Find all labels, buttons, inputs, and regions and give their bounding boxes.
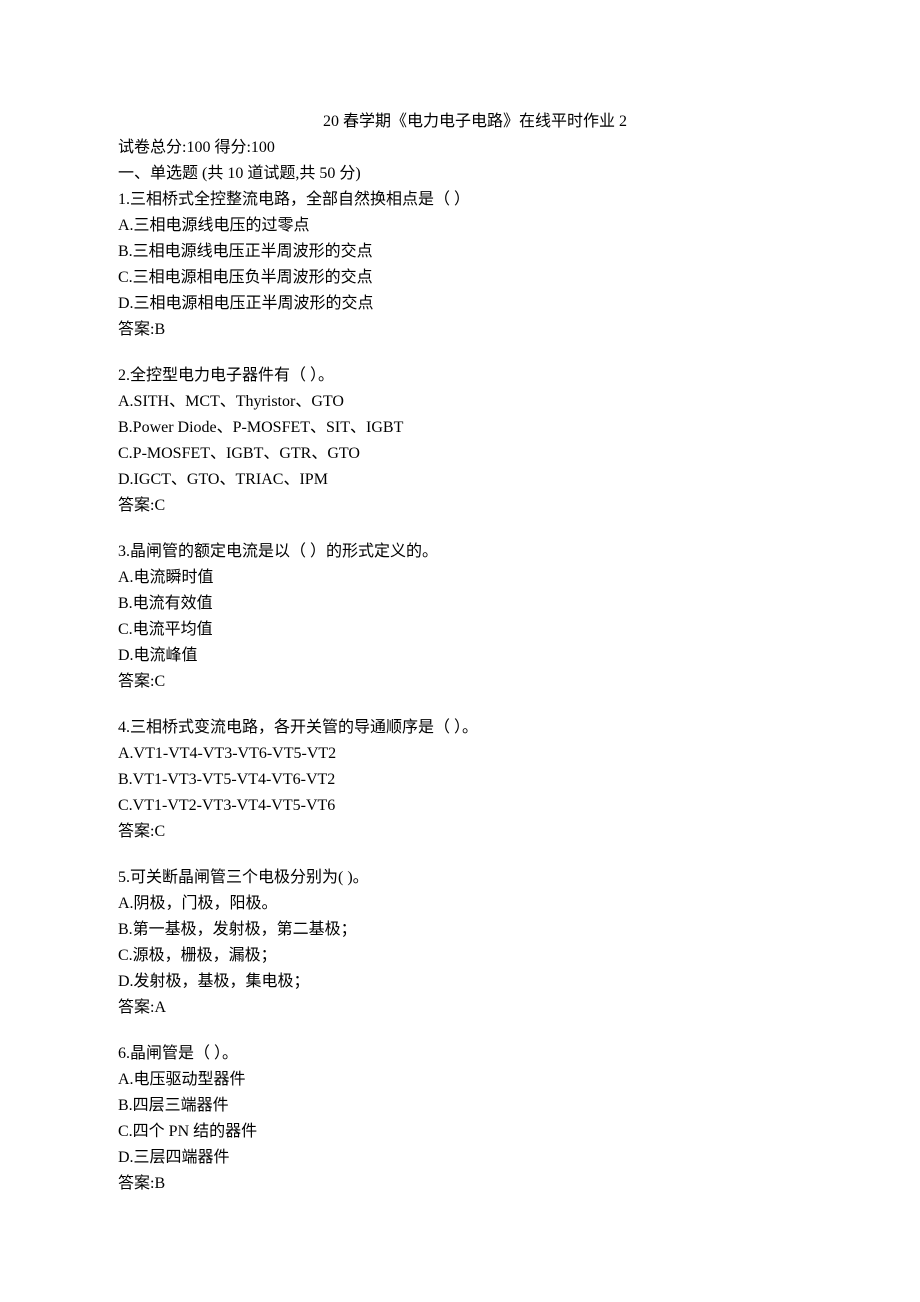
question-block: 6.晶闸管是（ ）。A.电压驱动型器件B.四层三端器件C.四个 PN 结的器件D… [118, 1042, 802, 1196]
question-option: B.四层三端器件 [118, 1094, 802, 1118]
question-block: 4.三相桥式变流电路，各开关管的导通顺序是（ ）。A.VT1-VT4-VT3-V… [118, 716, 802, 844]
question-answer: 答案:B [118, 1172, 802, 1196]
question-option: C.电流平均值 [118, 618, 802, 642]
question-answer: 答案:C [118, 670, 802, 694]
question-option: A.三相电源线电压的过零点 [118, 214, 802, 238]
document-title: 20 春学期《电力电子电路》在线平时作业 2 [148, 110, 802, 134]
question-text: 6.晶闸管是（ ）。 [118, 1042, 802, 1066]
question-option: D.IGCT、GTO、TRIAC、IPM [118, 468, 802, 492]
question-text: 4.三相桥式变流电路，各开关管的导通顺序是（ ）。 [118, 716, 802, 740]
question-block: 2.全控型电力电子器件有（ ）。A.SITH、MCT、Thyristor、GTO… [118, 364, 802, 518]
question-option: A.SITH、MCT、Thyristor、GTO [118, 390, 802, 414]
question-text: 3.晶闸管的额定电流是以（ ）的形式定义的。 [118, 540, 802, 564]
question-option: B.Power Diode、P-MOSFET、SIT、IGBT [118, 416, 802, 440]
question-option: D.三层四端器件 [118, 1146, 802, 1170]
question-option: B.第一基极，发射极，第二基极； [118, 918, 802, 942]
question-answer: 答案:C [118, 820, 802, 844]
question-answer: 答案:C [118, 494, 802, 518]
question-text: 5.可关断晶闸管三个电极分别为( )。 [118, 866, 802, 890]
question-text: 2.全控型电力电子器件有（ ）。 [118, 364, 802, 388]
question-option: C.VT1-VT2-VT3-VT4-VT5-VT6 [118, 794, 802, 818]
section-header: 一、单选题 (共 10 道试题,共 50 分) [118, 162, 802, 186]
question-option: B.三相电源线电压正半周波形的交点 [118, 240, 802, 264]
questions-container: 1.三相桥式全控整流电路，全部自然换相点是（ ）A.三相电源线电压的过零点B.三… [118, 188, 802, 1196]
question-option: D.三相电源相电压正半周波形的交点 [118, 292, 802, 316]
score-line: 试卷总分:100 得分:100 [118, 136, 802, 160]
question-block: 5.可关断晶闸管三个电极分别为( )。A.阴极，门极，阳极。B.第一基极，发射极… [118, 866, 802, 1020]
question-option: D.发射极，基极，集电极； [118, 970, 802, 994]
question-option: B.VT1-VT3-VT5-VT4-VT6-VT2 [118, 768, 802, 792]
question-option: A.VT1-VT4-VT3-VT6-VT5-VT2 [118, 742, 802, 766]
question-option: B.电流有效值 [118, 592, 802, 616]
question-option: C.四个 PN 结的器件 [118, 1120, 802, 1144]
question-option: A.电流瞬时值 [118, 566, 802, 590]
question-text: 1.三相桥式全控整流电路，全部自然换相点是（ ） [118, 188, 802, 212]
question-option: D.电流峰值 [118, 644, 802, 668]
question-option: C.源极，栅极，漏极； [118, 944, 802, 968]
question-option: A.电压驱动型器件 [118, 1068, 802, 1092]
question-block: 3.晶闸管的额定电流是以（ ）的形式定义的。A.电流瞬时值B.电流有效值C.电流… [118, 540, 802, 694]
question-answer: 答案:A [118, 996, 802, 1020]
question-answer: 答案:B [118, 318, 802, 342]
question-option: C.三相电源相电压负半周波形的交点 [118, 266, 802, 290]
question-block: 1.三相桥式全控整流电路，全部自然换相点是（ ）A.三相电源线电压的过零点B.三… [118, 188, 802, 342]
question-option: A.阴极，门极，阳极。 [118, 892, 802, 916]
question-option: C.P-MOSFET、IGBT、GTR、GTO [118, 442, 802, 466]
